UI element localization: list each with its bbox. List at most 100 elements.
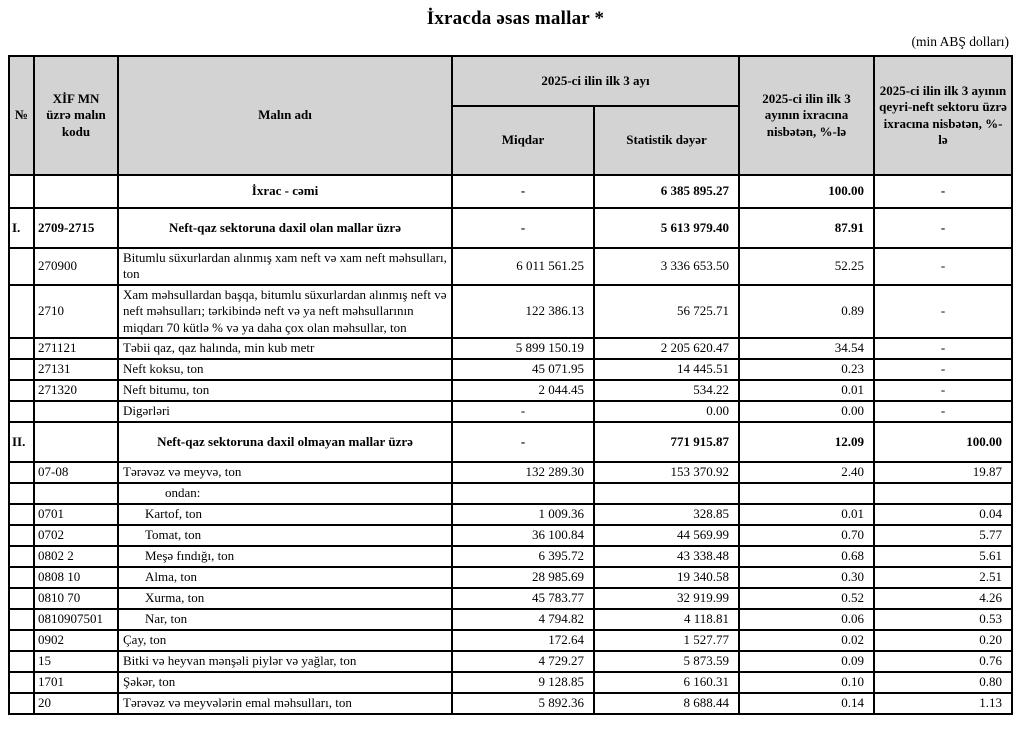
- cell-no: II.: [8, 420, 35, 463]
- table-row: 0902 Çay, ton 172.64 1 527.77 0.02 0.20: [8, 628, 1013, 652]
- cell-stat-value: 19 340.58: [593, 565, 740, 589]
- cell-pct-export: 0.00: [738, 399, 875, 423]
- cell-name: Neft koksu, ton: [117, 357, 453, 381]
- table-row: 27131 Neft koksu, ton 45 071.95 14 445.51 0.…: [8, 357, 1013, 381]
- cell-code: 0802 2: [33, 544, 119, 568]
- cell-quantity: 4 794.82: [451, 607, 595, 631]
- cell-no: [8, 607, 35, 631]
- cell-name: Xurma, ton: [117, 586, 453, 610]
- export-goods-table: № XİF MN üzrə malın kodu Malın adı 2025-…: [8, 55, 1013, 715]
- table-row: 271320 Neft bitumu, ton 2 044.45 534.22 0.01…: [8, 378, 1013, 402]
- cell-code: 2710: [33, 283, 119, 339]
- cell-code: 271121: [33, 336, 119, 360]
- cell-code: 270900: [33, 247, 119, 286]
- cell-quantity: 1 009.36: [451, 502, 595, 526]
- cell-pct-export: [738, 481, 875, 505]
- cell-pct-export: 0.09: [738, 649, 875, 673]
- cell-quantity: 45 071.95: [451, 357, 595, 381]
- cell-stat-value: 2 205 620.47: [593, 336, 740, 360]
- cell-name: Digərləri: [117, 399, 453, 423]
- table-row: 07-08 Tərəvəz və meyvə, ton 132 289.30 153 …: [8, 460, 1013, 484]
- cell-code: [33, 481, 119, 505]
- cell-quantity: 6 395.72: [451, 544, 595, 568]
- cell-no: [8, 481, 35, 505]
- cell-no: [8, 174, 35, 209]
- cell-stat-value: 3 336 653.50: [593, 247, 740, 286]
- table-body: İxrac - cəmi -6 385 895.27 100.00- I. 2709-2…: [8, 174, 1013, 715]
- cell-pct-nonoil: -: [873, 174, 1013, 209]
- cell-no: [8, 502, 35, 526]
- cell-code: 0702: [33, 523, 119, 547]
- cell-pct-export: 87.91: [738, 207, 875, 249]
- cell-stat-value: 6 385 895.27: [593, 174, 740, 209]
- cell-quantity: 28 985.69: [451, 565, 595, 589]
- table-row: 2710 Xam məhsullardan başqa, bitumlu süxu…: [8, 283, 1013, 339]
- cell-code: 1701: [33, 670, 119, 694]
- cell-name: İxrac - cəmi: [117, 174, 453, 209]
- cell-stat-value: 43 338.48: [593, 544, 740, 568]
- cell-stat-value: 4 118.81: [593, 607, 740, 631]
- header-stat-value: Statistik dəyər: [593, 105, 740, 176]
- cell-stat-value: 56 725.71: [593, 283, 740, 339]
- header-row-top: № XİF MN üzrə malın kodu Malın adı 2025-…: [8, 55, 1013, 176]
- table-row: 0802 2 Meşə fındığı, ton 6 395.72 43 338.48…: [8, 544, 1013, 568]
- cell-no: [8, 247, 35, 286]
- cell-stat-value: [593, 481, 740, 505]
- cell-quantity: -: [451, 399, 595, 423]
- cell-pct-nonoil: -: [873, 378, 1013, 402]
- cell-quantity: 9 128.85: [451, 670, 595, 694]
- header-no: №: [8, 55, 35, 176]
- cell-pct-export: 100.00: [738, 174, 875, 209]
- cell-stat-value: 5 613 979.40: [593, 207, 740, 249]
- cell-quantity: 4 729.27: [451, 649, 595, 673]
- cell-stat-value: 328.85: [593, 502, 740, 526]
- table-row: Digərləri -0.00 0.00-: [8, 399, 1013, 423]
- cell-name: Şəkər, ton: [117, 670, 453, 694]
- unit-note: (min ABŞ dolları): [911, 34, 1010, 49]
- cell-name: Bitumlu süxurlardan alınmış xam neft və …: [117, 247, 453, 286]
- cell-pct-nonoil: 1.13: [873, 691, 1013, 715]
- cell-stat-value: 0.00: [593, 399, 740, 423]
- cell-stat-value: 14 445.51: [593, 357, 740, 381]
- cell-pct-nonoil: 0.76: [873, 649, 1013, 673]
- cell-no: [8, 523, 35, 547]
- header-pct-export: 2025-ci ilin ilk 3 ayının ixracına nisbə…: [738, 55, 875, 176]
- table-row: 0701 Kartof, ton 1 009.36 328.85 0.01 0.04: [8, 502, 1013, 526]
- cell-pct-export: 12.09: [738, 420, 875, 463]
- cell-pct-export: 52.25: [738, 247, 875, 286]
- cell-name: Tərəvəz və meyvələrin emal məhsulları, t…: [117, 691, 453, 715]
- cell-quantity: 5 899 150.19: [451, 336, 595, 360]
- cell-no: [8, 283, 35, 339]
- cell-quantity: -: [451, 174, 595, 209]
- table-row: 15 Bitki və heyvan mənşəli piylər və yağl…: [8, 649, 1013, 673]
- cell-quantity: 132 289.30: [451, 460, 595, 484]
- cell-stat-value: 534.22: [593, 378, 740, 402]
- cell-name: Alma, ton: [117, 565, 453, 589]
- cell-name: Çay, ton: [117, 628, 453, 652]
- cell-pct-export: 0.02: [738, 628, 875, 652]
- cell-no: [8, 649, 35, 673]
- cell-pct-nonoil: -: [873, 357, 1013, 381]
- header-period-group: 2025-ci ilin ilk 3 ayı: [451, 55, 740, 107]
- table-row: 270900 Bitumlu süxurlardan alınmış xam ne…: [8, 247, 1013, 286]
- cell-stat-value: 6 160.31: [593, 670, 740, 694]
- table-row: 0808 10 Alma, ton 28 985.69 19 340.58 0.30 2.…: [8, 565, 1013, 589]
- table-row: 271121 Təbii qaz, qaz halında, min kub me…: [8, 336, 1013, 360]
- cell-pct-nonoil: 100.00: [873, 420, 1013, 463]
- table-row: 20 Tərəvəz və meyvələrin emal məhsulları,…: [8, 691, 1013, 715]
- cell-no: [8, 544, 35, 568]
- cell-no: [8, 670, 35, 694]
- cell-pct-nonoil: 5.77: [873, 523, 1013, 547]
- cell-quantity: 6 011 561.25: [451, 247, 595, 286]
- cell-pct-export: 0.14: [738, 691, 875, 715]
- cell-pct-nonoil: -: [873, 247, 1013, 286]
- cell-pct-export: 0.01: [738, 502, 875, 526]
- cell-pct-export: 0.23: [738, 357, 875, 381]
- cell-pct-export: 0.01: [738, 378, 875, 402]
- cell-pct-export: 0.52: [738, 586, 875, 610]
- cell-pct-nonoil: 0.53: [873, 607, 1013, 631]
- cell-quantity: 45 783.77: [451, 586, 595, 610]
- cell-pct-nonoil: 0.20: [873, 628, 1013, 652]
- cell-name: Meşə fındığı, ton: [117, 544, 453, 568]
- table-row: 0810 70 Xurma, ton 45 783.77 32 919.99 0.52 4…: [8, 586, 1013, 610]
